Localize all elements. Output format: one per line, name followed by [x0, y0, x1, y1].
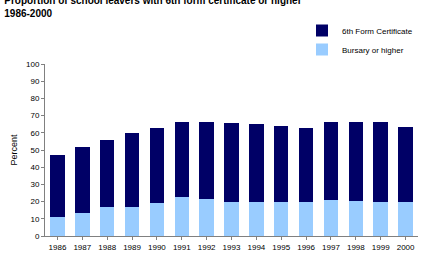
svg-text:1999: 1999 — [372, 243, 390, 252]
svg-text:90: 90 — [30, 77, 39, 86]
svg-text:10: 10 — [30, 215, 39, 224]
svg-text:1988: 1988 — [98, 243, 116, 252]
svg-text:1986: 1986 — [49, 243, 67, 252]
svg-text:1991: 1991 — [173, 243, 191, 252]
svg-text:Percent: Percent — [9, 134, 19, 166]
svg-text:50: 50 — [30, 146, 39, 155]
svg-text:30: 30 — [30, 180, 39, 189]
svg-text:20: 20 — [30, 197, 39, 206]
svg-text:80: 80 — [30, 94, 39, 103]
svg-text:1994: 1994 — [247, 243, 265, 252]
svg-text:1997: 1997 — [322, 243, 340, 252]
svg-text:1989: 1989 — [123, 243, 141, 252]
svg-text:Bursary or higher: Bursary or higher — [342, 46, 404, 55]
svg-text:Proportion of school leavers w: Proportion of school leavers with 6th fo… — [4, 0, 301, 19]
svg-text:100: 100 — [26, 60, 40, 69]
svg-text:1996: 1996 — [297, 243, 315, 252]
svg-text:1995: 1995 — [272, 243, 290, 252]
svg-text:40: 40 — [30, 163, 39, 172]
svg-text:70: 70 — [30, 111, 39, 120]
svg-text:1987: 1987 — [73, 243, 91, 252]
svg-text:2000: 2000 — [397, 243, 415, 252]
svg-text:1990: 1990 — [148, 243, 166, 252]
svg-text:1998: 1998 — [347, 243, 365, 252]
svg-text:60: 60 — [30, 129, 39, 138]
svg-text:6th Form Certificate: 6th Form Certificate — [342, 27, 413, 36]
svg-text:1992: 1992 — [198, 243, 216, 252]
svg-text:0: 0 — [35, 232, 40, 241]
svg-text:1993: 1993 — [223, 243, 241, 252]
